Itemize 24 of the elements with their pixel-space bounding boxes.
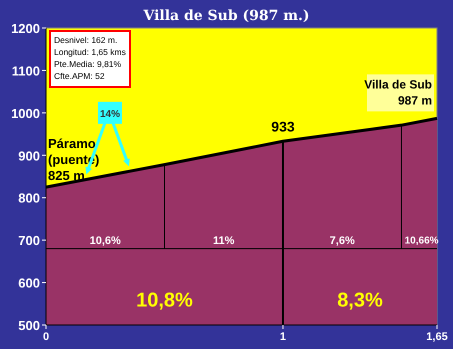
annotation: 10,6%: [90, 234, 122, 247]
y-tick-label: 800: [18, 190, 40, 206]
x-tick-label: 1: [280, 331, 286, 343]
annotation: Pte.Media: 9,81%: [54, 59, 122, 69]
x-tick-label: 0: [42, 331, 50, 343]
chart-title: Villa de Sub (987 m.): [142, 8, 310, 24]
annotation: Cfte.APM: 52: [54, 71, 105, 81]
annotation: 11%: [213, 234, 235, 247]
annotation: 933: [271, 118, 295, 134]
y-tick-label: 500: [18, 318, 40, 333]
y-tick-label: 1000: [11, 106, 40, 121]
y-tick-label: 900: [18, 148, 40, 164]
annotation: 14%: [100, 108, 120, 120]
x-tick-label: 1,65: [426, 331, 448, 343]
y-tick-label: 600: [18, 276, 40, 291]
y-tick-label: 700: [18, 233, 40, 248]
annotation: 10,8%: [136, 290, 194, 312]
annotation: 7,6%: [330, 234, 355, 247]
annotation: 10,66%: [404, 236, 439, 247]
y-tick-label: 1100: [12, 63, 40, 78]
annotation: Desnivel: 162 m.: [54, 35, 118, 45]
annotation: 8,3%: [337, 290, 383, 312]
y-tick-label: 1200: [11, 21, 40, 36]
annotation: Longitud: 1,65 kms: [54, 47, 126, 57]
